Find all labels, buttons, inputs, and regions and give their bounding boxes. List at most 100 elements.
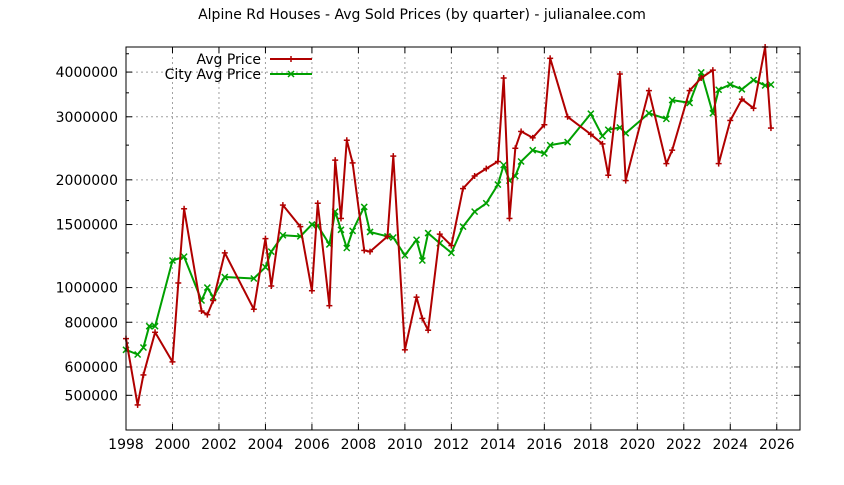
data-point <box>698 75 705 82</box>
y-tick-label: 800000 <box>65 315 118 331</box>
data-point <box>175 279 182 286</box>
data-point <box>424 229 432 237</box>
data-point <box>564 113 571 120</box>
plot-frame <box>125 46 801 431</box>
x-tick-label: 2008 <box>341 437 377 453</box>
x-tick-label: 2000 <box>155 437 191 453</box>
data-point <box>308 287 315 294</box>
data-point <box>418 256 426 265</box>
data-point <box>686 87 693 94</box>
data-point <box>314 200 321 207</box>
data-point <box>366 228 374 236</box>
data-point <box>250 306 257 313</box>
data-point <box>389 233 397 242</box>
data-point <box>506 215 513 222</box>
data-point <box>767 81 775 89</box>
data-point <box>564 138 572 146</box>
data-point <box>413 294 420 301</box>
x-tick-label: 2024 <box>712 437 748 453</box>
data-point <box>669 147 676 154</box>
data-point <box>367 248 374 255</box>
data-point <box>512 145 519 152</box>
data-point <box>343 244 351 252</box>
data-point <box>749 76 758 84</box>
data-point <box>308 221 316 229</box>
data-point <box>587 110 595 118</box>
data-point <box>401 251 409 259</box>
data-point <box>337 226 345 234</box>
x-tick-label: 2006 <box>294 437 330 453</box>
data-point <box>460 185 466 192</box>
data-point <box>750 105 757 112</box>
x-tick-label: 1998 <box>108 437 144 453</box>
data-point <box>279 231 287 239</box>
legend-marker <box>287 70 295 78</box>
data-point <box>250 274 258 283</box>
data-point <box>483 165 490 172</box>
data-point <box>494 181 502 189</box>
y-tick-label: 500000 <box>65 388 118 404</box>
data-point <box>349 159 356 166</box>
x-tick-label: 2026 <box>759 437 795 453</box>
data-point <box>529 146 537 154</box>
data-point <box>587 131 594 138</box>
data-point <box>616 71 623 78</box>
data-point <box>169 358 176 365</box>
data-point <box>140 371 147 378</box>
y-tick-label: 3000000 <box>56 110 118 126</box>
data-point <box>715 160 722 167</box>
data-point <box>221 249 228 256</box>
series-1 <box>122 68 775 359</box>
x-tick-label: 2004 <box>248 437 284 453</box>
data-point <box>297 223 304 230</box>
legend-label: Avg Price <box>196 52 261 68</box>
data-point <box>337 215 344 222</box>
data-point <box>262 235 269 242</box>
data-point <box>425 327 432 334</box>
data-point <box>622 177 629 184</box>
data-point <box>471 208 479 216</box>
data-point <box>645 87 652 94</box>
data-point <box>518 128 525 135</box>
data-point <box>267 248 275 256</box>
axis-ticks: 1998 2000 2002 2004 2006 2008 2010 2012 2014 2016… <box>56 47 800 453</box>
data-point <box>419 315 426 322</box>
data-point <box>471 172 478 179</box>
data-point <box>709 67 716 74</box>
data-point <box>598 132 606 140</box>
x-tick-label: 2002 <box>201 437 237 453</box>
x-tick-label: 2020 <box>619 437 655 453</box>
data-point <box>134 401 141 408</box>
data-point <box>540 149 548 157</box>
data-point <box>139 343 147 352</box>
legend-marker <box>288 56 294 62</box>
data-point <box>500 161 508 169</box>
data-point <box>668 96 676 104</box>
data-point <box>645 109 653 117</box>
data-point <box>221 273 229 281</box>
data-point <box>599 140 606 147</box>
data-point <box>663 160 670 167</box>
series-line <box>125 71 772 356</box>
y-tick-label: 2000000 <box>56 173 118 189</box>
data-point <box>738 96 745 103</box>
data-point <box>715 86 723 94</box>
data-point <box>547 55 554 62</box>
data-point <box>604 126 612 134</box>
data-point <box>361 247 368 254</box>
data-point <box>459 223 467 231</box>
data-point <box>412 236 421 244</box>
data-point <box>343 137 350 144</box>
data-point <box>517 157 525 166</box>
x-tick-label: 2022 <box>666 437 702 453</box>
y-tick-label: 1500000 <box>56 218 118 234</box>
x-tick-label: 2014 <box>480 437 516 453</box>
data-point <box>332 157 339 164</box>
y-tick-label: 600000 <box>65 360 118 376</box>
data-point <box>500 75 507 82</box>
data-point <box>180 253 188 261</box>
data-point <box>145 322 153 330</box>
data-point <box>203 284 211 292</box>
